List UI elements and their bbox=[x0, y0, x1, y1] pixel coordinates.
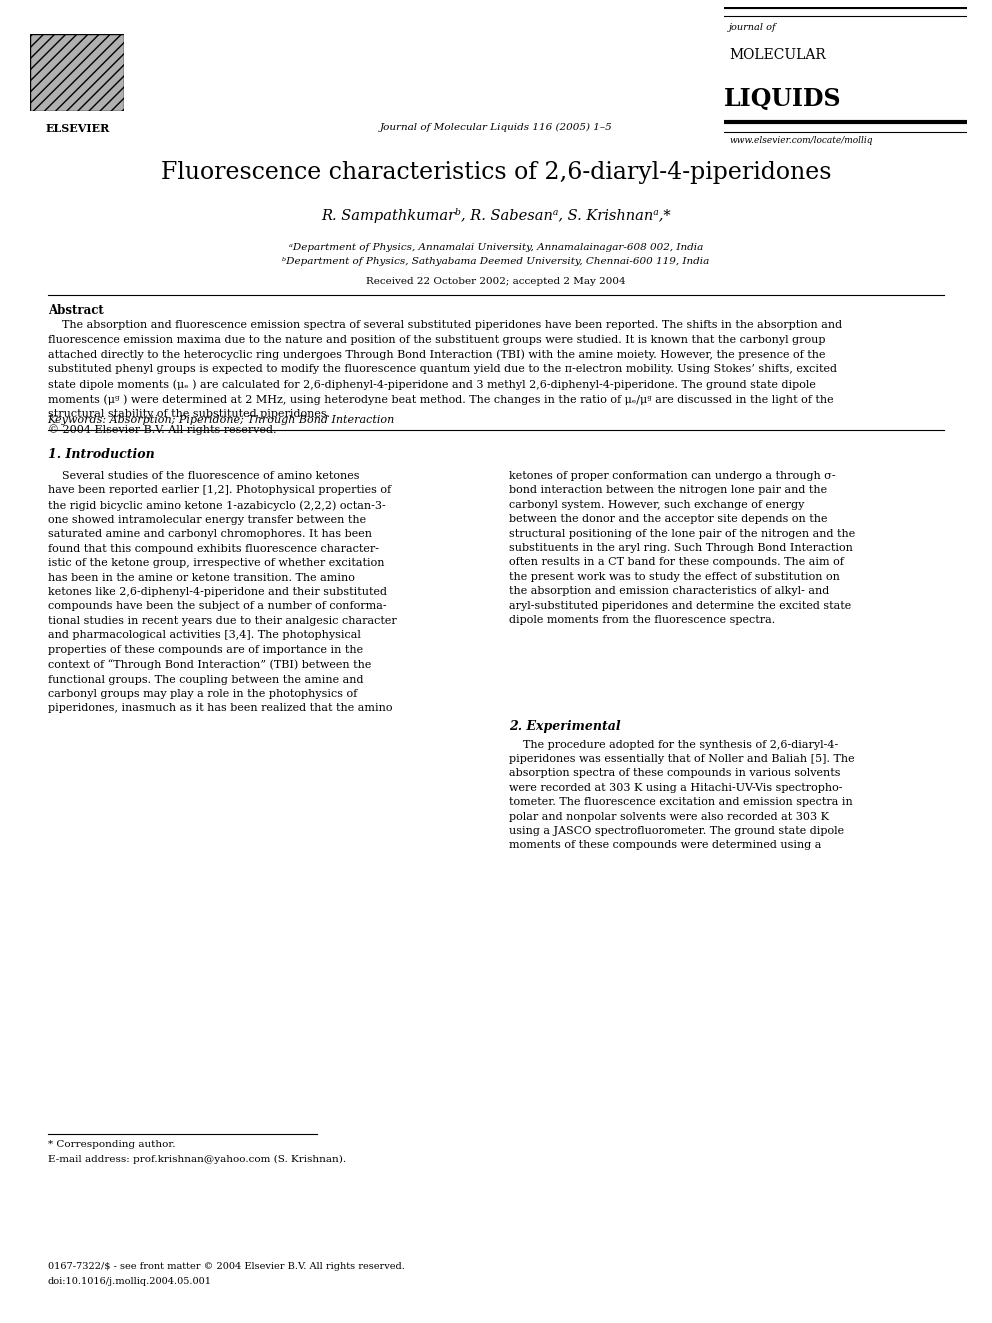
Text: www.elsevier.com/locate/molliq: www.elsevier.com/locate/molliq bbox=[729, 136, 873, 144]
Text: MOLECULAR: MOLECULAR bbox=[729, 49, 825, 62]
Text: 1. Introduction: 1. Introduction bbox=[48, 448, 155, 462]
Text: ketones of proper conformation can undergo a through σ-
bond interaction between: ketones of proper conformation can under… bbox=[509, 471, 855, 624]
Text: * Corresponding author.: * Corresponding author. bbox=[48, 1140, 176, 1150]
Text: ᵇDepartment of Physics, Sathyabama Deemed University, Chennai-600 119, India: ᵇDepartment of Physics, Sathyabama Deeme… bbox=[283, 257, 709, 266]
Text: The procedure adopted for the synthesis of 2,6-diaryl-4-
piperidones was essenti: The procedure adopted for the synthesis … bbox=[509, 740, 854, 851]
Text: The absorption and fluorescence emission spectra of several substituted piperido: The absorption and fluorescence emission… bbox=[48, 320, 842, 435]
Text: 2. Experimental: 2. Experimental bbox=[509, 720, 621, 733]
Text: ELSEVIER: ELSEVIER bbox=[46, 123, 109, 134]
Text: Fluorescence characteristics of 2,6-diaryl-4-piperidones: Fluorescence characteristics of 2,6-diar… bbox=[161, 161, 831, 184]
Text: doi:10.1016/j.molliq.2004.05.001: doi:10.1016/j.molliq.2004.05.001 bbox=[48, 1277, 211, 1286]
Text: R. Sampathkumarᵇ, R. Sabesanᵃ, S. Krishnanᵃ,*: R. Sampathkumarᵇ, R. Sabesanᵃ, S. Krishn… bbox=[321, 208, 671, 222]
Text: ᵃDepartment of Physics, Annamalai University, Annamalainagar-608 002, India: ᵃDepartment of Physics, Annamalai Univer… bbox=[289, 243, 703, 253]
Text: E-mail address: prof.krishnan@yahoo.com (S. Krishnan).: E-mail address: prof.krishnan@yahoo.com … bbox=[48, 1155, 346, 1164]
Text: Received 22 October 2002; accepted 2 May 2004: Received 22 October 2002; accepted 2 May… bbox=[366, 277, 626, 286]
Text: Abstract: Abstract bbox=[48, 304, 103, 318]
Text: Keywords: Absorption; Piperidone; Through Bond Interaction: Keywords: Absorption; Piperidone; Throug… bbox=[48, 415, 395, 426]
Text: Several studies of the fluorescence of amino ketones
have been reported earlier : Several studies of the fluorescence of a… bbox=[48, 471, 397, 713]
Text: 0167-7322/$ - see front matter © 2004 Elsevier B.V. All rights reserved.: 0167-7322/$ - see front matter © 2004 El… bbox=[48, 1262, 405, 1271]
Text: Journal of Molecular Liquids 116 (2005) 1–5: Journal of Molecular Liquids 116 (2005) … bbox=[380, 123, 612, 132]
Text: journal of: journal of bbox=[729, 24, 777, 32]
Text: LIQUIDS: LIQUIDS bbox=[724, 87, 841, 111]
